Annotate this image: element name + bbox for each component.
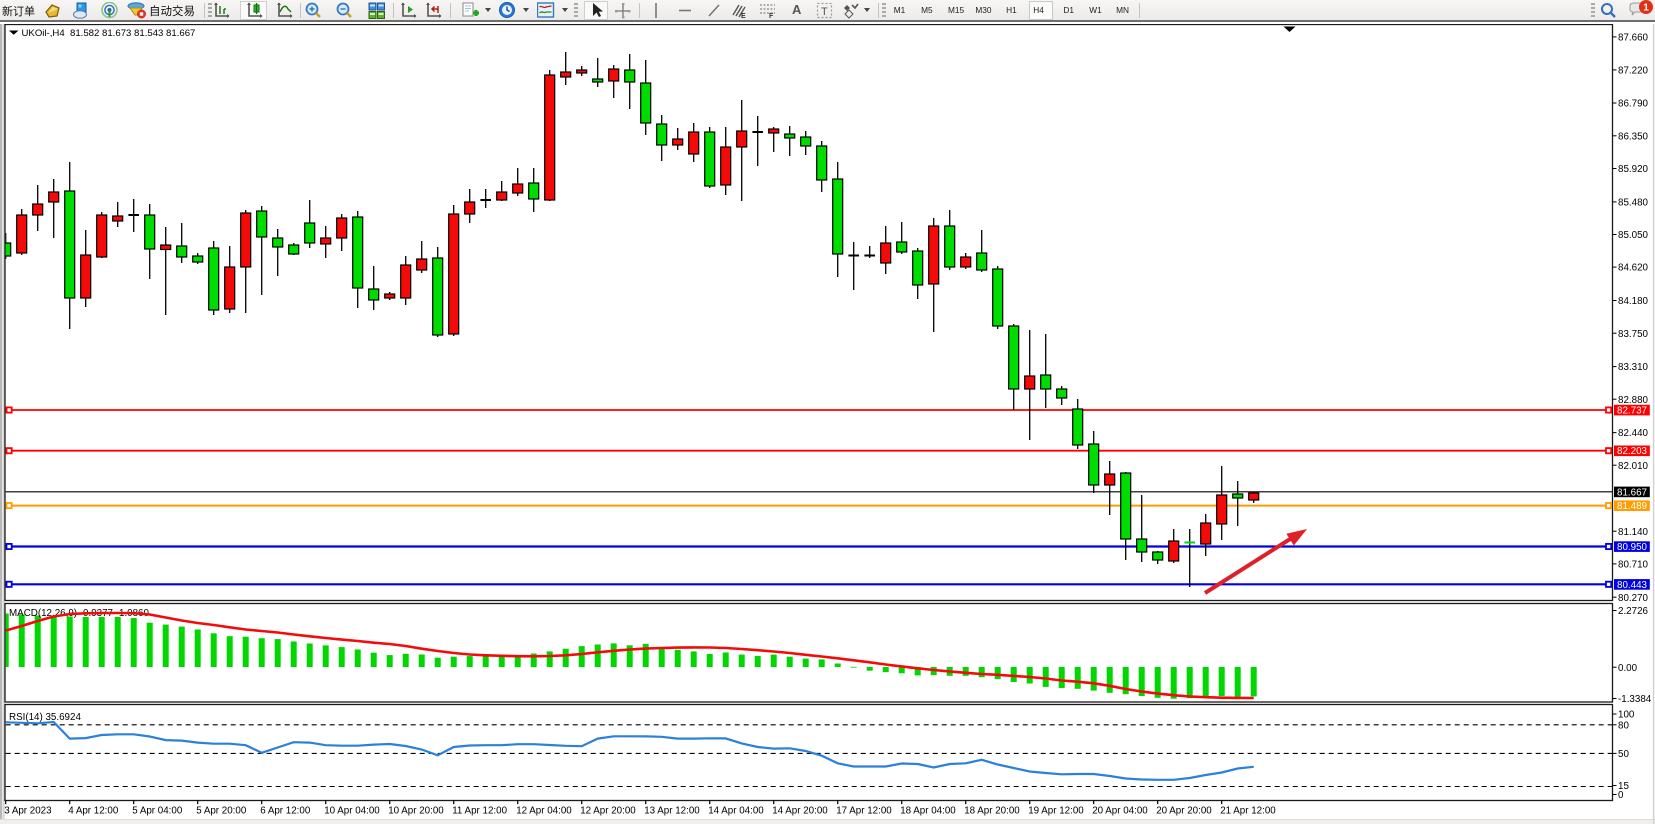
svg-text:0: 0 <box>1618 790 1624 801</box>
svg-text:81.140: 81.140 <box>1618 527 1649 538</box>
svg-text:11 Apr 12:00: 11 Apr 12:00 <box>452 806 507 817</box>
svg-text:14 Apr 04:00: 14 Apr 04:00 <box>708 806 764 817</box>
svg-text:1: 1 <box>1643 3 1649 14</box>
svg-text:81.667: 81.667 <box>1617 487 1647 498</box>
svg-text:85.920: 85.920 <box>1618 164 1649 175</box>
svg-text:17 Apr 12:00: 17 Apr 12:00 <box>836 806 892 817</box>
svg-text:0.00: 0.00 <box>1618 663 1638 674</box>
svg-text:10 Apr 20:00: 10 Apr 20:00 <box>388 806 444 817</box>
svg-text:80.710: 80.710 <box>1618 560 1649 571</box>
svg-text:86.790: 86.790 <box>1618 99 1649 110</box>
svg-text:-1.3384: -1.3384 <box>1618 694 1652 705</box>
svg-text:18 Apr 04:00: 18 Apr 04:00 <box>900 806 956 817</box>
svg-text:4 Apr 12:00: 4 Apr 12:00 <box>68 806 119 817</box>
svg-text:20 Apr 04:00: 20 Apr 04:00 <box>1092 806 1148 817</box>
svg-text:UKOil-,H4 81.582 81.673 81.54: UKOil-,H4 81.582 81.673 81.543 81.667 <box>22 28 196 39</box>
svg-text:5 Apr 04:00: 5 Apr 04:00 <box>132 806 183 817</box>
svg-text:13 Apr 12:00: 13 Apr 12:00 <box>644 806 700 817</box>
svg-text:82.010: 82.010 <box>1618 461 1649 472</box>
svg-text:3 Apr 2023: 3 Apr 2023 <box>4 806 52 817</box>
svg-text:83.750: 83.750 <box>1618 329 1649 340</box>
svg-text:50: 50 <box>1618 749 1629 760</box>
svg-text:87.660: 87.660 <box>1618 33 1649 44</box>
svg-text:80.950: 80.950 <box>1617 542 1648 553</box>
svg-text:20 Apr 20:00: 20 Apr 20:00 <box>1156 806 1212 817</box>
svg-text:5 Apr 20:00: 5 Apr 20:00 <box>196 806 247 817</box>
svg-text:84.180: 84.180 <box>1618 296 1649 307</box>
svg-text:19 Apr 12:00: 19 Apr 12:00 <box>1028 806 1084 817</box>
svg-text:10 Apr 04:00: 10 Apr 04:00 <box>324 806 380 817</box>
svg-text:80.443: 80.443 <box>1617 580 1648 591</box>
svg-text:85.480: 85.480 <box>1618 198 1649 209</box>
svg-text:F: F <box>769 13 774 19</box>
svg-text:81.489: 81.489 <box>1617 501 1647 512</box>
svg-text:RSI(14) 35.6924: RSI(14) 35.6924 <box>9 712 81 723</box>
svg-text:84.620: 84.620 <box>1618 263 1649 274</box>
svg-text:100: 100 <box>1618 710 1635 721</box>
svg-text:80: 80 <box>1618 720 1629 731</box>
svg-text:6 Apr 12:00: 6 Apr 12:00 <box>260 806 311 817</box>
svg-text:18 Apr 20:00: 18 Apr 20:00 <box>964 806 1020 817</box>
svg-text:2.2726: 2.2726 <box>1618 606 1649 617</box>
svg-text:21 Apr 12:00: 21 Apr 12:00 <box>1220 806 1276 817</box>
svg-text:86.350: 86.350 <box>1618 131 1649 142</box>
svg-text:85.050: 85.050 <box>1618 230 1649 241</box>
svg-text:T: T <box>821 6 828 18</box>
svg-text:12 Apr 04:00: 12 Apr 04:00 <box>516 806 572 817</box>
svg-text:14 Apr 20:00: 14 Apr 20:00 <box>772 806 828 817</box>
svg-text:82.880: 82.880 <box>1618 395 1649 406</box>
svg-text:82.737: 82.737 <box>1617 406 1647 417</box>
svg-text:83.310: 83.310 <box>1618 362 1649 373</box>
svg-text:82.440: 82.440 <box>1618 428 1649 439</box>
svg-text:E: E <box>741 13 746 19</box>
svg-text:87.220: 87.220 <box>1618 66 1649 77</box>
svg-text:12 Apr 20:00: 12 Apr 20:00 <box>580 806 636 817</box>
svg-text:80.270: 80.270 <box>1618 593 1649 604</box>
svg-text:15: 15 <box>1618 781 1629 792</box>
svg-text:82.203: 82.203 <box>1617 446 1648 457</box>
